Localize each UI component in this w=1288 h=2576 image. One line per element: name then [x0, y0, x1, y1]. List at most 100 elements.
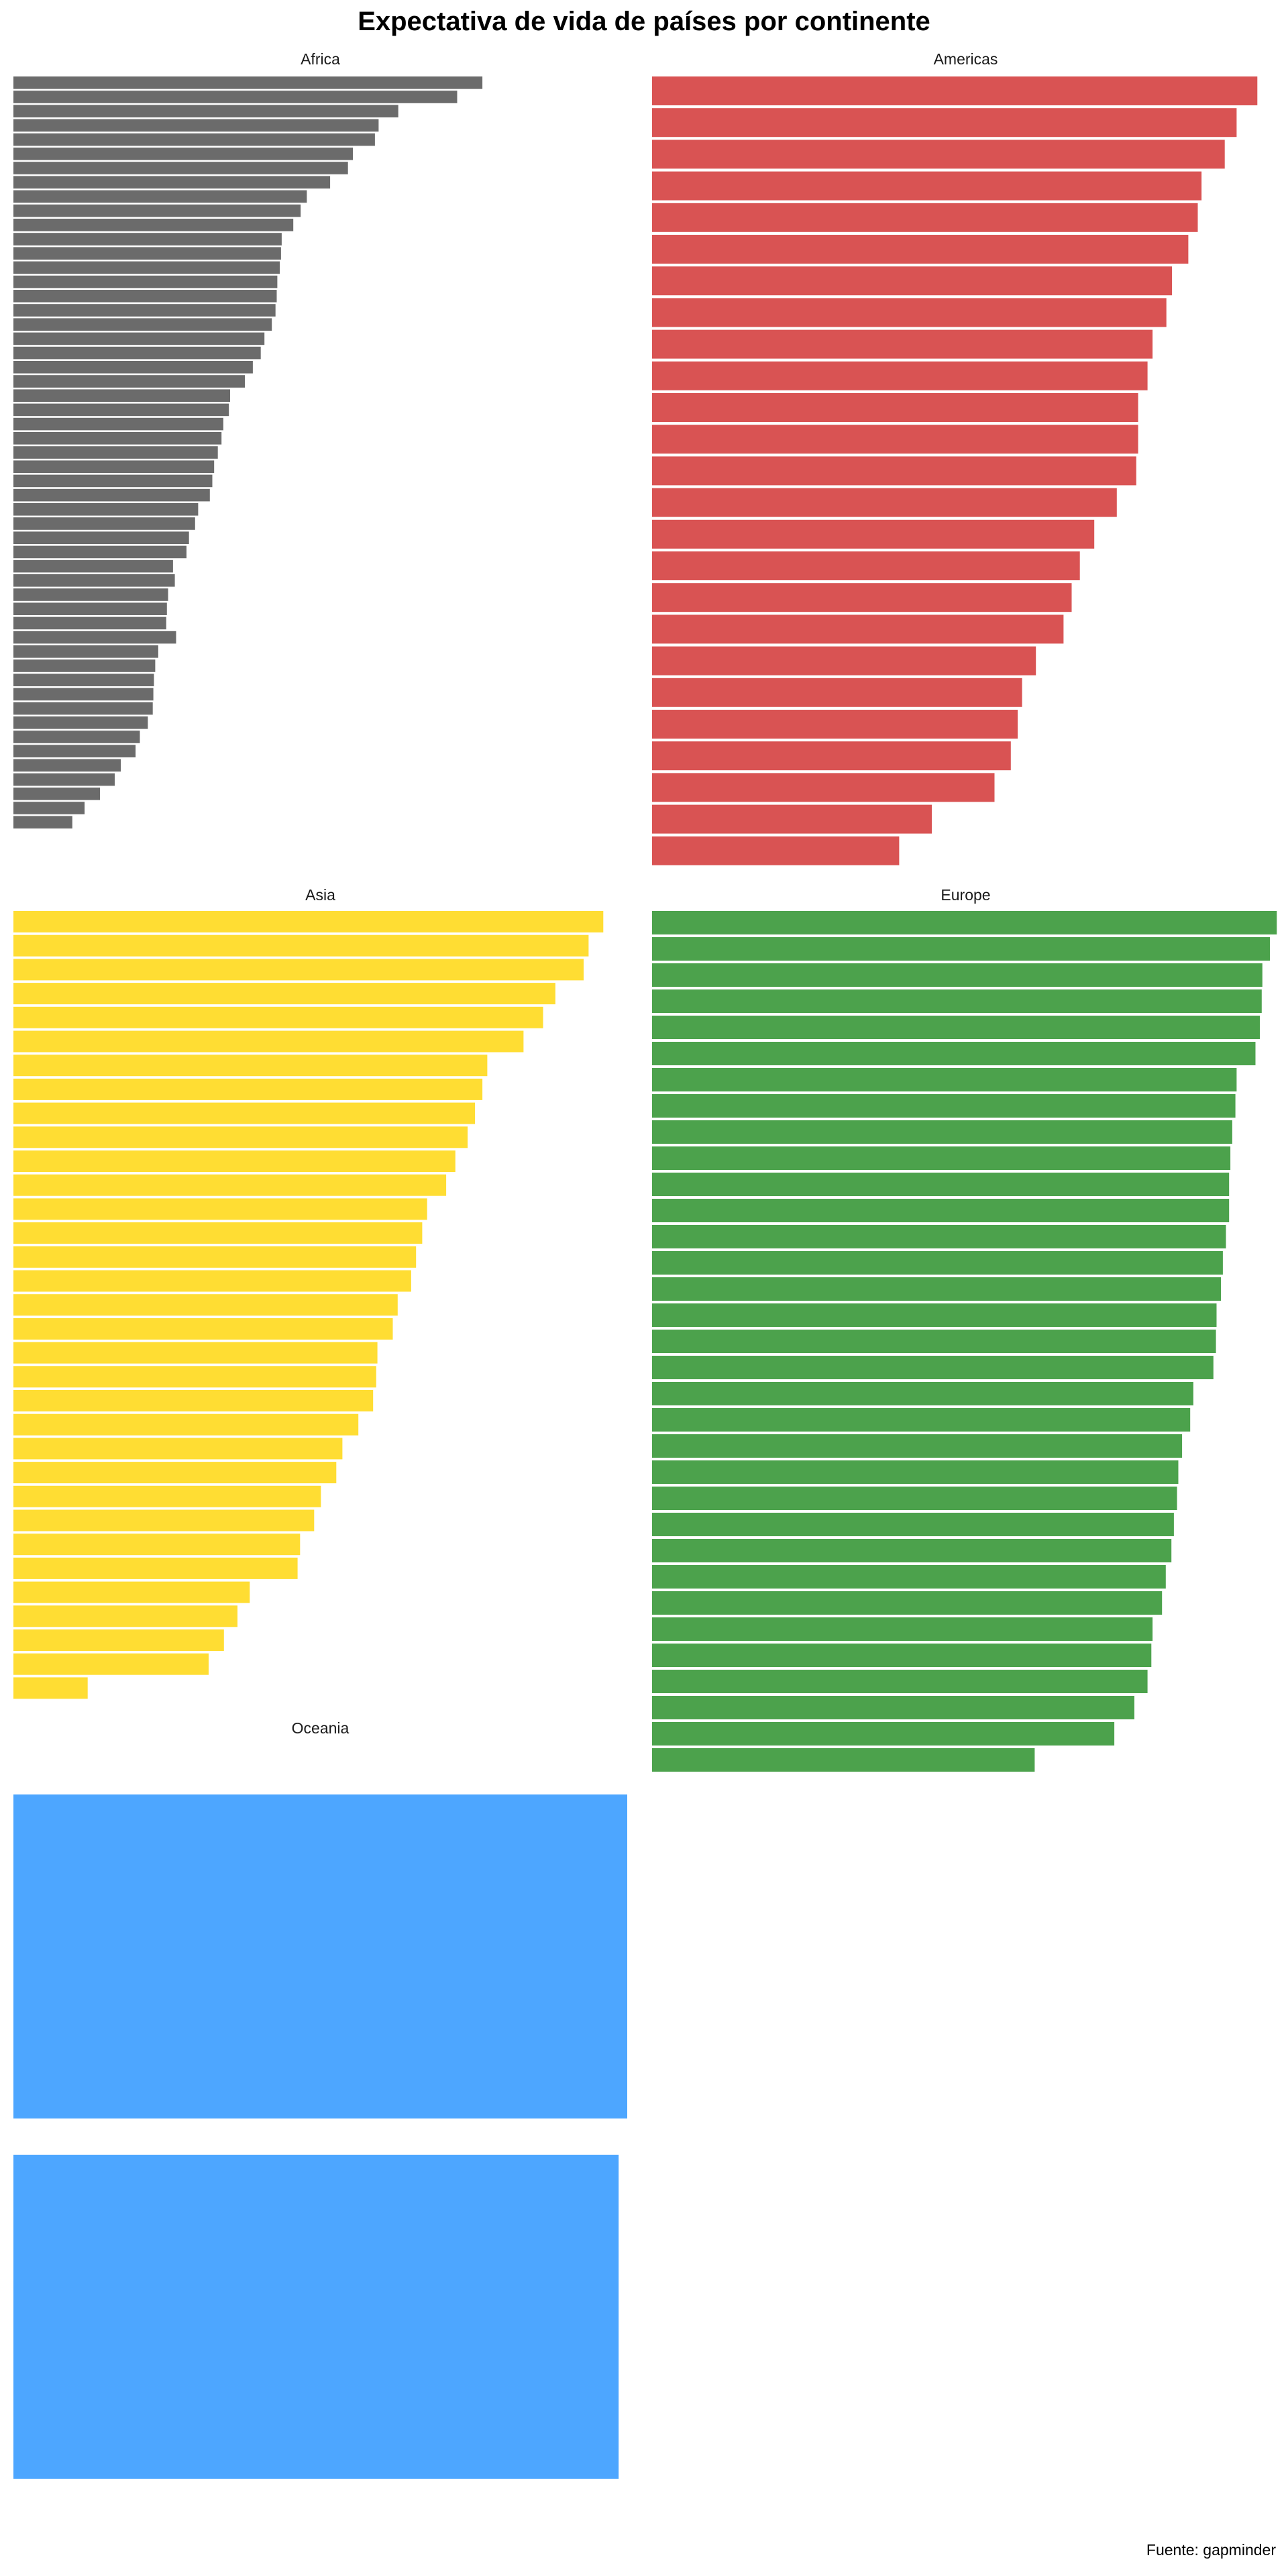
facet-title: Asia — [305, 886, 335, 904]
bar-asia-1 — [13, 911, 604, 932]
bar-asia-9 — [13, 1102, 476, 1124]
bar-europe-1 — [652, 911, 1277, 934]
bar-africa-11 — [13, 219, 294, 231]
bar-europe-28 — [652, 1617, 1153, 1641]
bar-africa-26 — [13, 432, 222, 445]
bar-africa-53 — [13, 816, 72, 828]
bar-americas-24 — [652, 804, 932, 834]
bar-europe-21 — [652, 1434, 1183, 1458]
bar-africa-47 — [13, 731, 140, 743]
bar-africa-15 — [13, 275, 278, 288]
bar-asia-19 — [13, 1342, 378, 1364]
bar-americas-14 — [652, 488, 1117, 517]
bar-americas-1 — [652, 76, 1258, 105]
bar-europe-13 — [652, 1225, 1226, 1248]
bar-europe-20 — [652, 1408, 1191, 1432]
page-title: Expectativa de vida de países por contin… — [358, 7, 930, 36]
bar-africa-4 — [13, 119, 379, 132]
bar-africa-6 — [13, 148, 353, 160]
bar-europe-9 — [652, 1120, 1232, 1144]
bar-africa-25 — [13, 417, 223, 431]
bar-asia-2 — [13, 934, 589, 957]
bar-europe-32 — [652, 1722, 1115, 1746]
bar-americas-3 — [652, 140, 1225, 169]
bar-africa-22 — [13, 375, 245, 388]
facet-title: Oceania — [292, 1719, 350, 1737]
bar-europe-11 — [652, 1173, 1230, 1196]
bar-americas-8 — [652, 298, 1167, 327]
bar-europe-26 — [652, 1565, 1166, 1589]
bar-europe-7 — [652, 1068, 1237, 1091]
bar-africa-10 — [13, 204, 301, 217]
bar-europe-16 — [652, 1303, 1217, 1327]
bar-asia-6 — [13, 1030, 524, 1053]
bar-asia-28 — [13, 1557, 298, 1579]
bar-asia-26 — [13, 1509, 315, 1532]
bar-africa-44 — [13, 688, 154, 701]
bar-americas-22 — [652, 741, 1011, 771]
bar-africa-17 — [13, 304, 276, 317]
bar-africa-30 — [13, 488, 210, 502]
bar-europe-8 — [652, 1094, 1236, 1118]
bar-europe-18 — [652, 1356, 1214, 1379]
bar-asia-12 — [13, 1174, 447, 1196]
bar-asia-32 — [13, 1653, 209, 1675]
bar-africa-24 — [13, 403, 229, 417]
bar-asia-30 — [13, 1605, 237, 1627]
bar-americas-11 — [652, 393, 1138, 422]
bar-americas-5 — [652, 203, 1198, 232]
bar-americas-23 — [652, 773, 995, 802]
facet-panel-asia: Asia — [13, 886, 604, 1699]
facet-panel-africa: Africa — [13, 50, 483, 828]
bar-asia-16 — [13, 1270, 411, 1292]
bar-europe-27 — [652, 1591, 1163, 1615]
bar-asia-13 — [13, 1198, 427, 1220]
bar-africa-42 — [13, 659, 156, 672]
bar-africa-23 — [13, 389, 230, 402]
bar-europe-5 — [652, 1016, 1260, 1039]
bar-americas-7 — [652, 266, 1173, 296]
bar-americas-10 — [652, 361, 1148, 390]
bar-asia-33 — [13, 1677, 88, 1699]
bar-asia-4 — [13, 983, 555, 1005]
bar-americas-6 — [652, 235, 1189, 264]
facet-panel-americas: Americas — [652, 50, 1258, 865]
bar-europe-23 — [652, 1487, 1177, 1510]
bar-americas-19 — [652, 646, 1036, 676]
bar-africa-46 — [13, 716, 148, 729]
bar-europe-14 — [652, 1251, 1223, 1275]
bar-asia-14 — [13, 1222, 423, 1244]
bar-africa-18 — [13, 318, 272, 331]
bar-africa-20 — [13, 346, 261, 360]
bar-africa-21 — [13, 361, 253, 374]
bar-asia-8 — [13, 1078, 483, 1100]
bar-americas-12 — [652, 425, 1138, 454]
bar-africa-8 — [13, 176, 331, 189]
bar-americas-4 — [652, 171, 1202, 201]
bar-asia-29 — [13, 1581, 250, 1603]
bar-asia-24 — [13, 1462, 337, 1484]
bar-americas-2 — [652, 108, 1237, 138]
bar-africa-2 — [13, 91, 458, 103]
bar-africa-38 — [13, 602, 167, 615]
bar-europe-15 — [652, 1277, 1221, 1301]
bar-americas-25 — [652, 836, 900, 865]
facet-title: Europe — [941, 886, 990, 904]
facet-title: Africa — [301, 50, 340, 68]
bar-africa-52 — [13, 802, 85, 814]
bar-americas-21 — [652, 710, 1018, 739]
bar-europe-33 — [652, 1748, 1035, 1772]
bar-europe-24 — [652, 1513, 1174, 1536]
bar-africa-43 — [13, 674, 154, 686]
bar-africa-36 — [13, 574, 175, 587]
bar-asia-3 — [13, 959, 584, 981]
bar-africa-13 — [13, 247, 281, 260]
bar-asia-25 — [13, 1485, 321, 1507]
bar-africa-16 — [13, 290, 277, 303]
bar-africa-50 — [13, 773, 115, 786]
bar-americas-17 — [652, 583, 1072, 612]
bar-africa-28 — [13, 460, 215, 473]
bar-europe-6 — [652, 1042, 1256, 1065]
facet-panel-oceania: Oceania — [13, 1719, 627, 2479]
bar-asia-15 — [13, 1246, 417, 1268]
